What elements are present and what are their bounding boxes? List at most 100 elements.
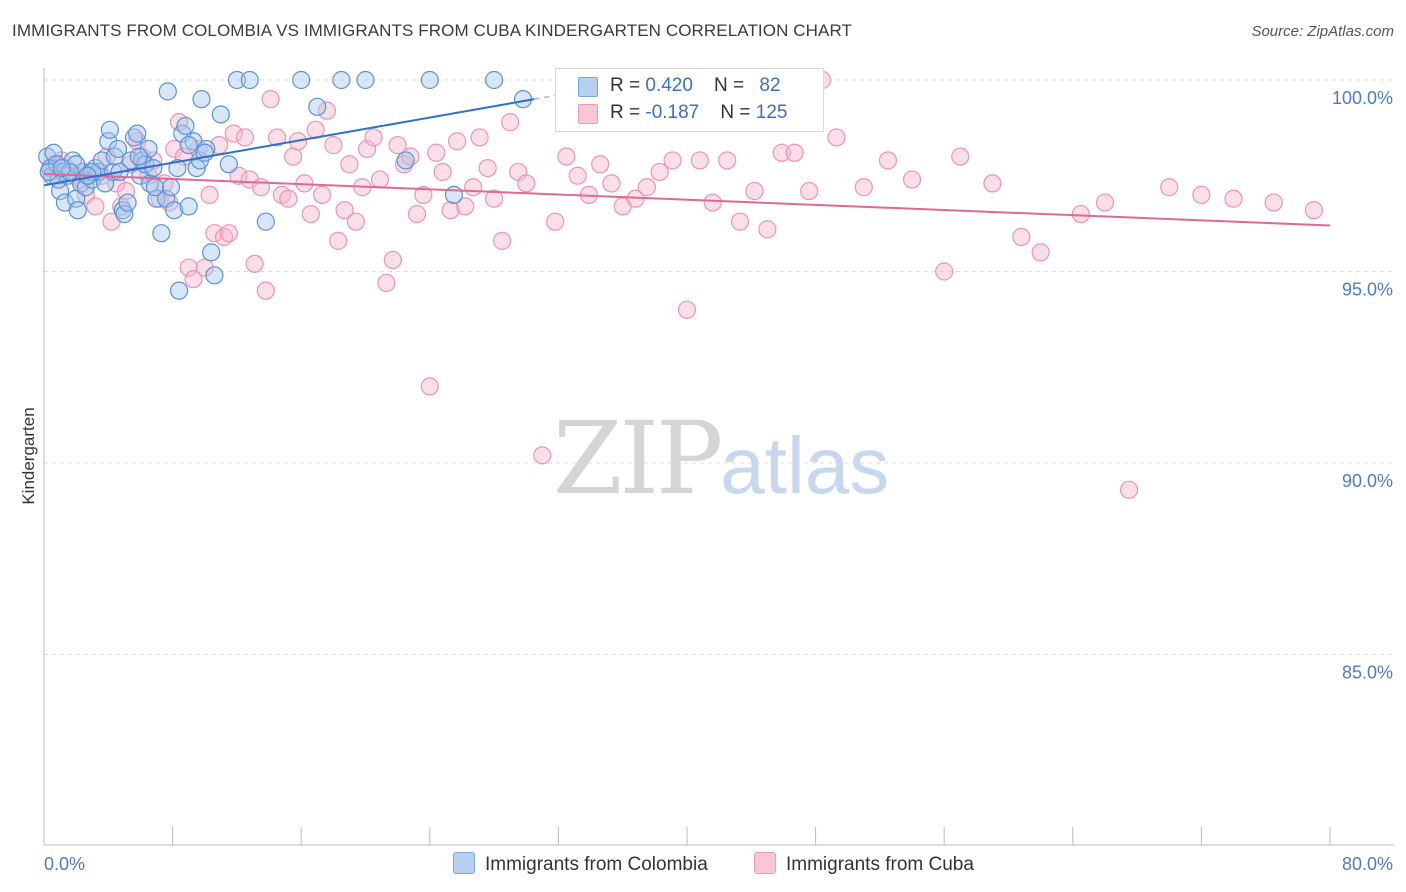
data-point-cuba xyxy=(377,273,396,293)
data-point-colombia xyxy=(240,70,259,90)
data-point-cuba xyxy=(433,162,452,182)
data-point-cuba xyxy=(317,101,337,120)
data-point-colombia xyxy=(168,158,187,178)
data-point-colombia xyxy=(396,151,415,170)
data-point-colombia xyxy=(165,201,184,220)
correlation-legend: R = 0.420 N = 82 R = -0.187 N = 125 xyxy=(555,68,824,132)
bottom-legend-label-colombia: Immigrants from Colombia xyxy=(485,854,708,875)
data-point-colombia xyxy=(128,124,147,143)
data-point-cuba xyxy=(358,139,377,159)
bottom-legend-label-cuba: Immigrants from Cuba xyxy=(786,854,974,875)
data-point-cuba xyxy=(1224,189,1243,208)
data-point-cuba xyxy=(690,151,709,170)
data-point-cuba xyxy=(456,197,475,216)
x-tick-label-min: 0.0% xyxy=(44,854,85,874)
data-point-cuba xyxy=(251,178,271,197)
data-point-colombia xyxy=(202,243,221,262)
data-point-colombia xyxy=(152,224,171,243)
data-point-colombia xyxy=(192,90,211,109)
data-point-colombia xyxy=(444,185,464,204)
data-point-cuba xyxy=(637,178,656,197)
data-point-cuba xyxy=(602,174,621,193)
data-point-cuba xyxy=(1304,201,1324,220)
data-point-colombia xyxy=(256,212,275,231)
data-point-cuba xyxy=(1264,193,1283,212)
data-point-cuba xyxy=(935,262,954,281)
data-point-colombia xyxy=(158,82,177,101)
data-point-cuba xyxy=(335,201,354,220)
data-point-colombia xyxy=(332,70,351,90)
data-point-colombia xyxy=(52,158,71,178)
data-point-cuba xyxy=(267,128,287,147)
legend-r-value-colombia: 0.420 xyxy=(645,75,693,96)
data-point-cuba xyxy=(420,377,439,396)
data-point-cuba xyxy=(591,155,610,174)
data-point-colombia xyxy=(99,132,118,151)
data-point-colombia xyxy=(118,193,137,212)
data-point-cuba xyxy=(758,220,777,239)
bottom-legend-cuba: Immigrants from Cuba xyxy=(754,852,974,876)
axis-labels: 100.0% 95.0% 90.0% 85.0% 0.0% 80.0% Kindergart… xyxy=(19,88,1393,874)
legend-r-label: R = xyxy=(610,75,646,96)
data-point-cuba xyxy=(730,212,750,231)
colombia-points xyxy=(38,70,533,300)
data-point-colombia xyxy=(219,155,238,174)
data-point-cuba xyxy=(854,178,873,197)
y-tick-label: 85.0% xyxy=(1342,663,1393,683)
data-point-cuba xyxy=(324,136,343,155)
data-point-cuba xyxy=(340,155,359,174)
data-point-cuba xyxy=(745,181,764,201)
data-point-cuba xyxy=(800,181,819,201)
legend-n-value-colombia: 82 xyxy=(759,75,781,96)
legend-n-label: N = xyxy=(720,102,756,123)
data-point-cuba xyxy=(414,185,433,204)
data-point-cuba xyxy=(546,212,565,231)
data-point-cuba xyxy=(1160,178,1179,197)
data-point-cuba xyxy=(533,446,552,465)
data-point-cuba xyxy=(464,178,483,197)
data-point-colombia xyxy=(179,136,198,155)
watermark: ZIPatlas xyxy=(553,400,889,517)
data-point-cuba xyxy=(86,197,105,216)
data-point-colombia xyxy=(100,120,120,139)
trend-line-cuba xyxy=(43,172,1331,227)
data-point-cuba xyxy=(718,151,737,170)
data-point-cuba xyxy=(663,151,682,170)
data-point-cuba xyxy=(200,185,219,204)
data-point-cuba xyxy=(1119,480,1139,499)
data-point-cuba xyxy=(448,132,467,151)
data-point-colombia xyxy=(147,189,166,208)
data-point-cuba xyxy=(312,185,332,204)
data-point-colombia xyxy=(227,70,246,90)
data-point-cuba xyxy=(951,147,970,166)
data-point-colombia xyxy=(139,139,158,159)
data-point-colombia xyxy=(68,201,87,220)
legend-n-value-cuba: 125 xyxy=(755,102,788,123)
data-point-cuba xyxy=(346,212,365,231)
data-point-cuba xyxy=(383,250,402,270)
data-point-cuba xyxy=(485,189,504,208)
data-point-cuba xyxy=(388,136,407,155)
data-point-cuba xyxy=(116,181,136,201)
data-point-colombia xyxy=(205,266,224,285)
bottom-legend-colombia: Immigrants from Colombia xyxy=(453,852,708,876)
data-point-cuba xyxy=(329,231,348,250)
data-point-cuba xyxy=(364,128,383,147)
data-point-colombia xyxy=(44,143,63,162)
data-point-colombia xyxy=(108,139,128,159)
data-point-cuba xyxy=(224,124,243,143)
legend-n-label: N = xyxy=(714,75,750,96)
data-point-cuba xyxy=(568,166,587,185)
source-label: Source: ZipAtlas.com xyxy=(1251,23,1394,40)
data-point-cuba xyxy=(703,193,722,212)
data-point-cuba xyxy=(772,143,791,162)
legend-swatch-cuba xyxy=(578,104,598,124)
data-point-colombia xyxy=(169,281,189,300)
axes xyxy=(43,68,1394,846)
data-point-colombia xyxy=(420,70,439,90)
data-point-colombia xyxy=(356,70,375,90)
data-point-cuba xyxy=(205,224,224,243)
data-point-cuba xyxy=(1012,227,1031,247)
data-point-cuba xyxy=(1192,185,1211,204)
data-point-cuba xyxy=(517,174,536,193)
